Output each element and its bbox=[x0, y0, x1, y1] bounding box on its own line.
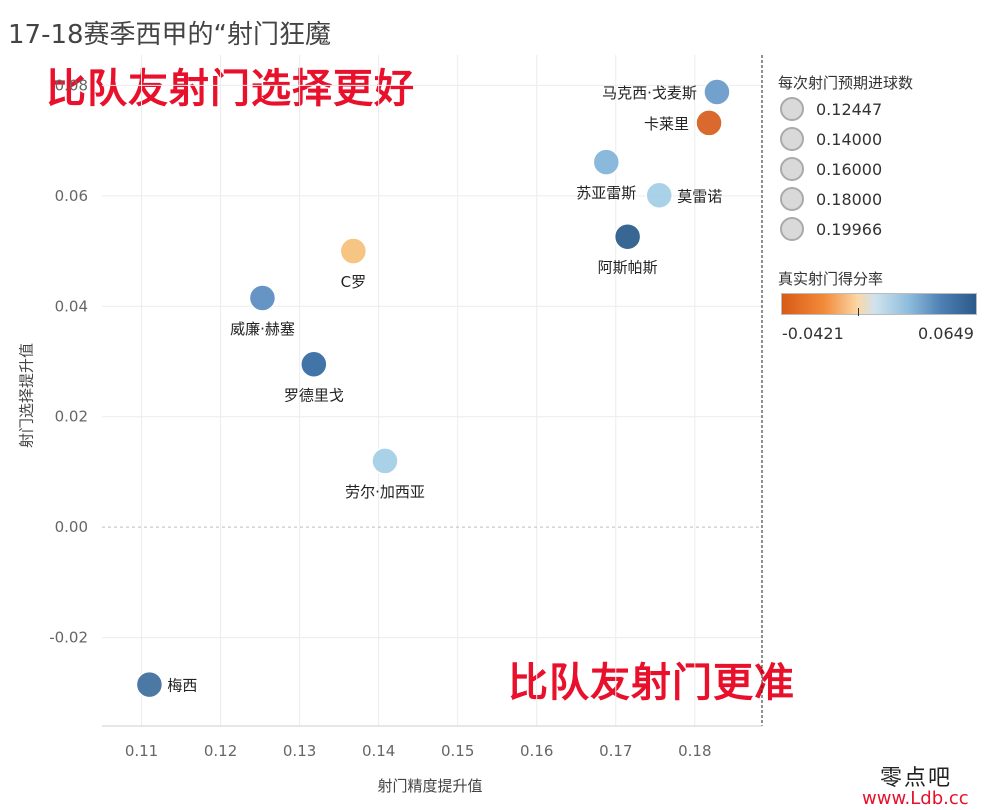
data-label: 阿斯帕斯 bbox=[598, 259, 658, 277]
size-legend-label: 0.16000 bbox=[816, 159, 883, 179]
y-axis-label: 射门选择提升值 bbox=[17, 343, 36, 449]
size-legend-label: 0.19966 bbox=[816, 219, 883, 239]
size-legend-item: 0.19966 bbox=[780, 216, 882, 242]
data-point bbox=[371, 447, 399, 475]
x-tick-label: 0.14 bbox=[362, 742, 395, 760]
color-gradient-midpoint-tick bbox=[858, 308, 859, 316]
data-point bbox=[695, 109, 723, 137]
data-label: 劳尔·加西亚 bbox=[345, 483, 425, 501]
data-label: 梅西 bbox=[167, 677, 197, 695]
data-point bbox=[300, 350, 328, 379]
color-legend-max: 0.0649 bbox=[918, 324, 974, 343]
data-label: 卡莱里 bbox=[644, 115, 689, 133]
x-tick-label: 0.16 bbox=[520, 742, 553, 760]
color-legend-title: 真实射门得分率 bbox=[778, 270, 884, 288]
x-tick-label: 0.17 bbox=[599, 742, 632, 760]
x-tick-label: 0.15 bbox=[441, 742, 474, 760]
size-legend-item: 0.14000 bbox=[780, 126, 882, 152]
color-gradient-bar bbox=[781, 293, 977, 315]
size-legend-title: 每次射门预期进球数 bbox=[778, 74, 914, 92]
data-point bbox=[339, 237, 368, 265]
data-label: 莫雷诺 bbox=[677, 187, 722, 205]
y-tick-label: 0.04 bbox=[55, 297, 88, 315]
data-point bbox=[592, 148, 621, 176]
data-point bbox=[135, 670, 164, 699]
size-legend-label: 0.12447 bbox=[816, 99, 883, 119]
data-label: 马克西·戈麦斯 bbox=[602, 84, 697, 102]
size-legend-circle-icon bbox=[780, 157, 804, 181]
data-label: C罗 bbox=[341, 273, 366, 291]
watermark-logo-text: 零点吧 bbox=[880, 766, 953, 791]
color-legend-min: -0.0421 bbox=[782, 324, 844, 343]
size-legend-item: 0.18000 bbox=[780, 186, 882, 212]
x-tick-label: 0.11 bbox=[125, 742, 158, 760]
size-legend-item: 0.16000 bbox=[780, 156, 882, 182]
y-tick-label: -0.02 bbox=[49, 629, 88, 647]
size-legend-circle-icon bbox=[780, 187, 804, 211]
y-tick-label: 0.08 bbox=[55, 76, 88, 94]
size-legend-circle-icon bbox=[780, 97, 804, 121]
size-legend-circle-icon bbox=[780, 217, 804, 241]
y-tick-labels: -0.02 0.00 0.02 0.04 0.06 0.08 bbox=[49, 76, 88, 646]
x-tick-label: 0.18 bbox=[678, 742, 711, 760]
chart-title: 17-18赛季西甲的“射门狂魔 bbox=[8, 20, 332, 50]
size-legend-label: 0.14000 bbox=[816, 129, 883, 149]
data-point bbox=[613, 222, 642, 251]
data-label: 威廉·赫塞 bbox=[230, 320, 295, 338]
x-tick-labels: 0.11 0.12 0.13 0.14 0.15 0.16 0.17 0.18 bbox=[125, 742, 712, 760]
y-tick-label: 0.00 bbox=[55, 518, 88, 536]
x-tick-label: 0.12 bbox=[204, 742, 237, 760]
x-tick-label: 0.13 bbox=[283, 742, 316, 760]
grid-lines bbox=[102, 55, 762, 726]
callout-better-shot-selection: 比队友射门选择更好 bbox=[46, 66, 415, 112]
data-label: 苏亚雷斯 bbox=[576, 184, 636, 202]
y-tick-label: 0.06 bbox=[55, 187, 88, 205]
size-legend-circle-icon bbox=[780, 127, 804, 151]
y-tick-label: 0.02 bbox=[55, 408, 88, 426]
x-axis-label: 射门精度提升值 bbox=[377, 777, 483, 795]
axes bbox=[102, 55, 763, 727]
size-legend-label: 0.18000 bbox=[816, 189, 883, 209]
data-point bbox=[645, 181, 673, 210]
watermark-url: www.Ldb.cc bbox=[862, 788, 969, 809]
data-point bbox=[703, 78, 731, 106]
data-point bbox=[248, 284, 277, 312]
data-points bbox=[135, 78, 731, 699]
callout-more-accurate: 比队友射门更准 bbox=[508, 660, 795, 706]
size-legend-item: 0.12447 bbox=[780, 96, 882, 122]
data-label: 罗德里戈 bbox=[284, 386, 344, 404]
